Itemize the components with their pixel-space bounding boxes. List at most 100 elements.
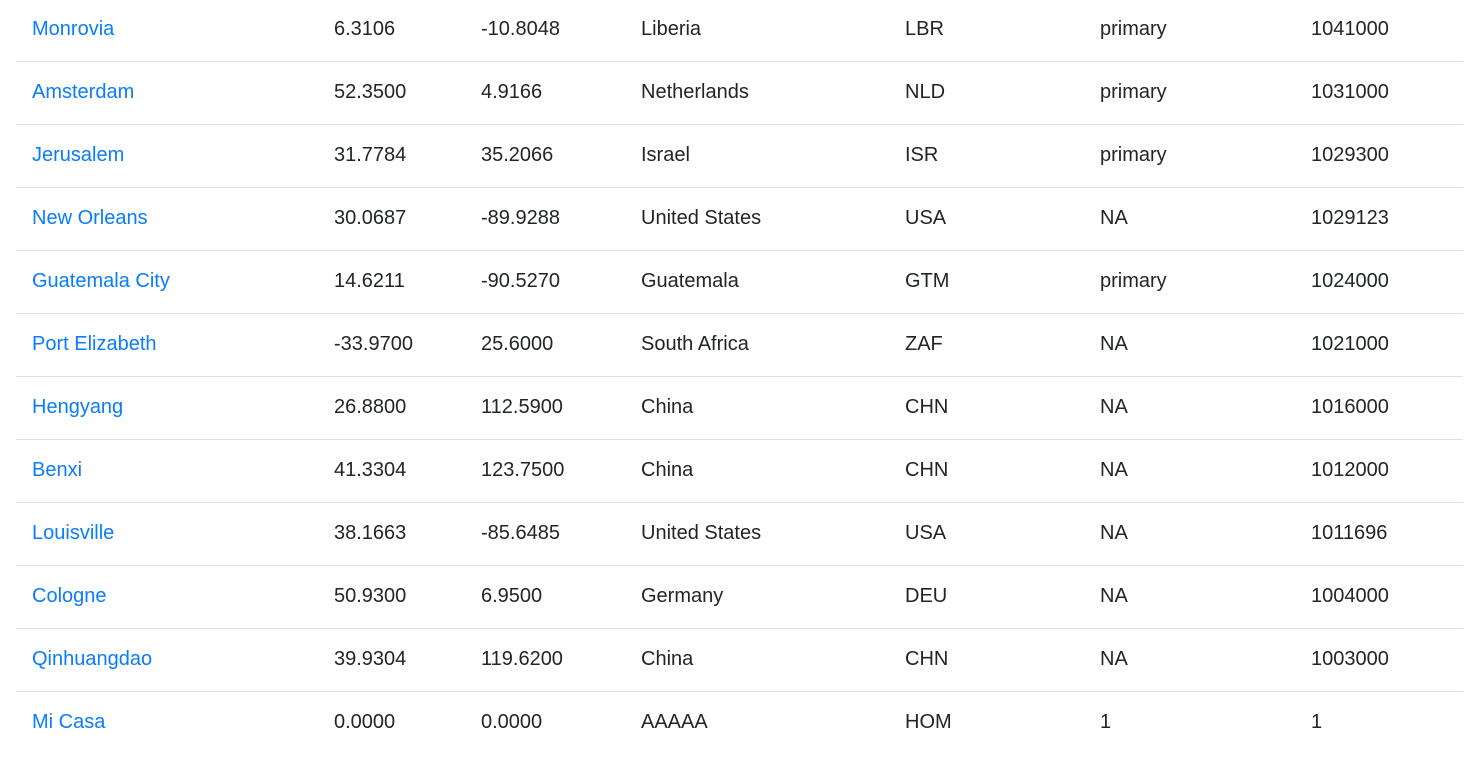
cell-country: Germany	[625, 564, 889, 628]
city-link[interactable]: Guatemala City	[32, 270, 170, 292]
cell-iso3: CHN	[889, 438, 1084, 502]
cell-city: Port Elizabeth	[16, 312, 318, 376]
cell-population: 1016000	[1295, 375, 1463, 439]
cell-iso3: USA	[889, 186, 1084, 250]
cell-longitude: -85.6485	[465, 501, 625, 565]
cell-iso3: CHN	[889, 375, 1084, 439]
table-row: Mi Casa 0.0000 0.0000 AAAAA HOM 1 1	[16, 690, 1463, 754]
cell-capital: 1	[1084, 690, 1295, 754]
cell-latitude: 39.9304	[318, 627, 465, 691]
table-row: Benxi 41.3304 123.7500 China CHN NA 1012000	[16, 438, 1463, 502]
cell-city: Amsterdam	[16, 60, 318, 124]
city-link[interactable]: Jerusalem	[32, 144, 125, 166]
cell-capital: NA	[1084, 375, 1295, 439]
cell-capital: NA	[1084, 438, 1295, 502]
cell-population: 1004000	[1295, 564, 1463, 628]
cell-iso3: CHN	[889, 627, 1084, 691]
cell-latitude: 50.9300	[318, 564, 465, 628]
table-row: Qinhuangdao 39.9304 119.6200 China CHN NA 1003…	[16, 627, 1463, 691]
city-link[interactable]: Mi Casa	[32, 711, 106, 734]
table-row: Louisville 38.1663 -85.6485 United States US…	[16, 501, 1463, 565]
cell-country: China	[625, 375, 889, 439]
cell-capital: primary	[1084, 123, 1295, 187]
cities-table-container: Monrovia 6.3106 -10.8048 Liberia LBR primary 1…	[16, 0, 1463, 754]
cell-population: 1041000	[1311, 17, 1389, 40]
city-link[interactable]: Cologne	[32, 585, 107, 607]
cell-longitude: 112.5900	[465, 375, 625, 439]
city-link[interactable]: Monrovia	[32, 17, 115, 40]
cell-longitude: -10.8048	[481, 17, 560, 40]
cell-longitude: 35.2066	[465, 123, 625, 187]
cell-iso3: ISR	[889, 123, 1084, 187]
cell-longitude: -89.9288	[465, 186, 625, 250]
cell-country: Guatemala	[625, 249, 889, 313]
cell-population: 1003000	[1295, 627, 1463, 691]
cell-capital: NA	[1084, 564, 1295, 628]
cell-city: Qinhuangdao	[16, 627, 318, 691]
city-link[interactable]: Port Elizabeth	[32, 333, 157, 355]
cell-longitude: 0.0000	[465, 690, 625, 754]
table-row: Amsterdam 52.3500 4.9166 Netherlands NLD prim…	[16, 60, 1463, 124]
cell-population: 1031000	[1295, 60, 1463, 124]
cell-capital: primary	[1084, 249, 1295, 313]
cell-iso3: NLD	[889, 60, 1084, 124]
cell-longitude: -90.5270	[465, 249, 625, 313]
cell-population: 1029123	[1295, 186, 1463, 250]
cell-city: Hengyang	[16, 375, 318, 439]
cell-capital: NA	[1084, 501, 1295, 565]
cell-city: Monrovia	[16, 0, 318, 61]
table-row: Port Elizabeth -33.9700 25.6000 South Afric…	[16, 312, 1463, 376]
city-link[interactable]: Benxi	[32, 459, 83, 481]
city-link[interactable]: Amsterdam	[32, 81, 135, 103]
cell-latitude: -33.9700	[318, 312, 465, 376]
cell-latitude: 0.0000	[318, 690, 465, 754]
table-row: New Orleans 30.0687 -89.9288 United States U…	[16, 186, 1463, 250]
cell-country: AAAAA	[625, 690, 889, 754]
cell-country: China	[625, 627, 889, 691]
table-row: Hengyang 26.8800 112.5900 China CHN NA 1016000	[16, 375, 1463, 439]
cell-country: South Africa	[625, 312, 889, 376]
cell-latitude: 26.8800	[318, 375, 465, 439]
city-link[interactable]: Louisville	[32, 522, 115, 544]
cell-city: Louisville	[16, 501, 318, 565]
cell-iso3: DEU	[889, 564, 1084, 628]
cell-iso3: HOM	[889, 690, 1084, 754]
cell-country: China	[625, 438, 889, 502]
cell-country: United States	[625, 186, 889, 250]
city-link[interactable]: Hengyang	[32, 396, 124, 418]
cell-country: Netherlands	[625, 60, 889, 124]
cell-population: 1011696	[1295, 501, 1463, 565]
cell-population: 1024000	[1295, 249, 1463, 313]
cell-city: Benxi	[16, 438, 318, 502]
cell-city: Mi Casa	[16, 690, 318, 754]
cell-longitude: 123.7500	[465, 438, 625, 502]
cell-iso3: GTM	[889, 249, 1084, 313]
cell-longitude: 6.9500	[465, 564, 625, 628]
cell-country: United States	[625, 501, 889, 565]
cell-iso3: LBR	[905, 17, 944, 40]
cell-city: Guatemala City	[16, 249, 318, 313]
cell-city: Cologne	[16, 564, 318, 628]
cell-capital: primary	[1084, 60, 1295, 124]
cell-capital: NA	[1084, 186, 1295, 250]
cell-capital: primary	[1100, 17, 1167, 40]
table-row: Monrovia 6.3106 -10.8048 Liberia LBR primary 1…	[16, 0, 1463, 61]
cell-country: Israel	[625, 123, 889, 187]
cell-city: New Orleans	[16, 186, 318, 250]
cities-table: Monrovia 6.3106 -10.8048 Liberia LBR primary 1…	[16, 0, 1463, 754]
cell-latitude: 14.6211	[318, 249, 465, 313]
cell-iso3: USA	[889, 501, 1084, 565]
cell-iso3: ZAF	[889, 312, 1084, 376]
cell-population: 1029300	[1295, 123, 1463, 187]
table-row: Cologne 50.9300 6.9500 Germany DEU NA 1004000	[16, 564, 1463, 628]
cell-longitude: 119.6200	[465, 627, 625, 691]
cell-capital: NA	[1084, 312, 1295, 376]
cell-country: Liberia	[641, 17, 702, 40]
city-link[interactable]: New Orleans	[32, 207, 148, 229]
cell-latitude: 52.3500	[318, 60, 465, 124]
cell-latitude: 30.0687	[318, 186, 465, 250]
city-link[interactable]: Qinhuangdao	[32, 648, 153, 670]
cell-latitude: 41.3304	[318, 438, 465, 502]
cell-population: 1021000	[1295, 312, 1463, 376]
cell-population: 1	[1295, 690, 1463, 754]
